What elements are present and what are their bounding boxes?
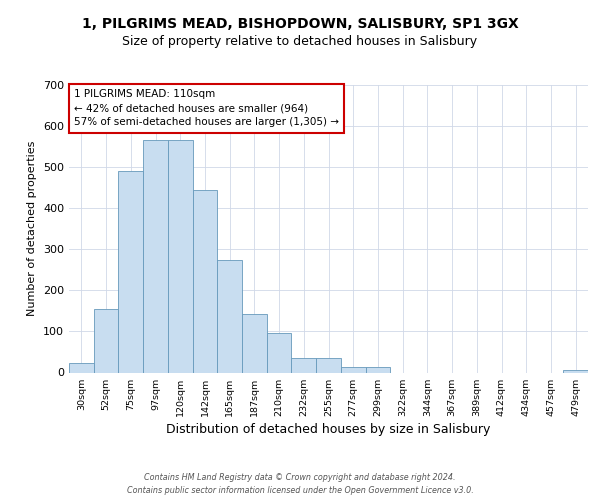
Bar: [267, 332, 292, 372]
Bar: [292, 358, 316, 372]
X-axis label: Distribution of detached houses by size in Salisbury: Distribution of detached houses by size …: [166, 422, 491, 436]
Bar: [94, 309, 118, 372]
Bar: [193, 190, 217, 372]
Text: 1, PILGRIMS MEAD, BISHOPDOWN, SALISBURY, SP1 3GX: 1, PILGRIMS MEAD, BISHOPDOWN, SALISBURY,…: [82, 18, 518, 32]
Bar: [316, 358, 341, 372]
Text: Contains HM Land Registry data © Crown copyright and database right 2024.
Contai: Contains HM Land Registry data © Crown c…: [127, 474, 473, 495]
Bar: [341, 367, 365, 372]
Bar: [143, 140, 168, 372]
Bar: [69, 364, 94, 372]
Text: 1 PILGRIMS MEAD: 110sqm
← 42% of detached houses are smaller (964)
57% of semi-d: 1 PILGRIMS MEAD: 110sqm ← 42% of detache…: [74, 90, 339, 128]
Bar: [365, 367, 390, 372]
Bar: [168, 140, 193, 372]
Bar: [242, 314, 267, 372]
Text: Size of property relative to detached houses in Salisbury: Size of property relative to detached ho…: [122, 35, 478, 48]
Bar: [118, 171, 143, 372]
Bar: [217, 260, 242, 372]
Bar: [563, 370, 588, 372]
Y-axis label: Number of detached properties: Number of detached properties: [28, 141, 37, 316]
